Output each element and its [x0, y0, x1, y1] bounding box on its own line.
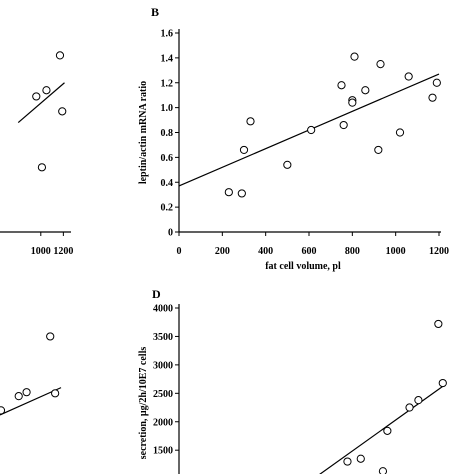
panel-d-data-point: [414, 396, 423, 405]
panel-b-data-point: [283, 160, 292, 169]
panel-d-data-point: [383, 426, 392, 435]
panel-b-x-tick-label: 1000: [386, 246, 406, 257]
panel-b-data-point: [376, 59, 385, 69]
panel-b-y-axis-title: leptin/actin mRNA ratio: [138, 81, 149, 184]
panel-a-x-tick-label: 1200: [53, 246, 73, 257]
panel-b-data-point: [374, 145, 383, 155]
panel-c-data-point: [46, 332, 55, 341]
panel-a-data-point: [37, 163, 47, 172]
panel-b-x-tick-label: 400: [258, 246, 273, 257]
panel-b-y-tick-label: 1.6: [161, 29, 174, 40]
panel-d-y-tick-label: 2500: [153, 389, 173, 400]
panel-a-data-point: [32, 92, 41, 101]
panel-c-data-point: [0, 406, 6, 415]
panel-d-y-tick-label: 4000: [153, 304, 173, 315]
panel-c-regression-line: [0, 387, 62, 416]
panel-b-data-point: [239, 145, 249, 155]
panel-b-data-point: [307, 125, 316, 135]
panel-b-data-point: [339, 120, 348, 130]
panel-b-y-tick-label: 0.8: [161, 128, 174, 139]
panel-b-y-tick-label: 1.4: [161, 53, 174, 64]
panel-b-x-tick-label: 800: [345, 246, 360, 257]
panel-b-y-tick-label: 0.2: [161, 203, 174, 214]
panel-c-data-point: [14, 392, 23, 401]
panel-b-x-tick-label: 600: [302, 246, 317, 257]
panel-b-data-point: [348, 98, 357, 107]
panel-b-y-tick-label: 1.2: [161, 78, 174, 89]
panel-d-y-tick-label: 3000: [153, 360, 173, 371]
panel-c-data-point: [51, 389, 60, 398]
panel-d-data-point: [438, 378, 447, 388]
panel-b-x-tick-label: 200: [215, 246, 230, 257]
panel-b-letter: B: [151, 5, 159, 19]
panel-d-data-point: [405, 403, 414, 412]
panel-b-data-point: [428, 93, 437, 102]
panel-d-y-axis-title: secretion, µg/2h/10E7 cells: [138, 347, 149, 460]
panel-a-regression-line: [17, 82, 65, 124]
panel-c: [0, 332, 62, 416]
panel-d-y-tick-label: 1500: [153, 446, 173, 457]
panel-a-data-point: [42, 86, 51, 95]
panel-b-data-point: [337, 81, 346, 90]
panel-a-x-tick-label: 1000: [31, 246, 51, 257]
panel-b-data-point: [395, 128, 405, 137]
panel-b-data-point: [350, 52, 359, 61]
panel-a: 1000 1200: [0, 51, 73, 257]
panel-d-data-point: [343, 457, 352, 466]
panel-b-y-tick-label: 0: [168, 228, 173, 239]
panel-d-data-point: [356, 454, 365, 463]
panel-d-data-point: [434, 319, 443, 329]
panel-a-data-point: [55, 51, 65, 60]
panel-d-letter: D: [152, 287, 161, 301]
panel-d: 1000150020002500300035004000secretion, µ…: [138, 304, 447, 474]
panel-a-data-point: [58, 107, 67, 116]
panel-b-x-tick-label: 0: [177, 246, 182, 257]
panel-c-data-point: [22, 388, 31, 397]
panel-b-y-tick-label: 0.6: [161, 153, 174, 164]
panel-b: 0 0.2 0.4 0.6 0.8 1.0 1.2 1.4 1.6 0 200 400 600 800 10…: [138, 29, 449, 273]
panel-b-data-point: [237, 189, 246, 198]
panel-b-x-axis-title: fat cell volume, pl: [265, 261, 341, 272]
panel-b-y-tick-label: 1.0: [161, 103, 174, 114]
panel-b-data-point: [404, 72, 413, 81]
panel-d-y-tick-label: 2000: [153, 417, 173, 428]
panel-b-y-tick-label: 0.4: [161, 178, 174, 189]
panel-d-data-point: [378, 467, 388, 474]
panel-b-data-point: [361, 86, 370, 95]
panel-b-x-tick-label: 1200: [429, 246, 449, 257]
panel-b-data-point: [224, 188, 233, 197]
panel-d-y-tick-label: 3500: [153, 332, 173, 343]
panel-b-data-point: [246, 117, 255, 126]
panel-b-data-point: [432, 78, 441, 87]
